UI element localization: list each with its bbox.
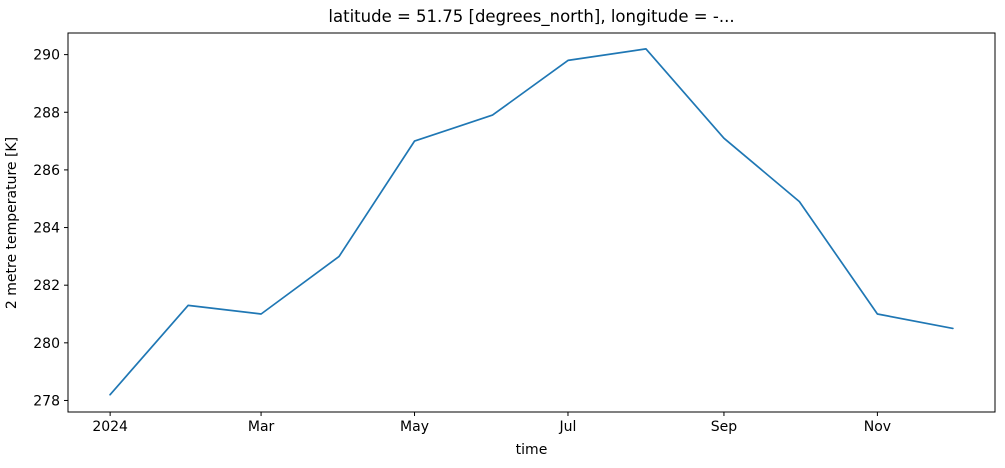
x-tick-label: Sep [711,419,738,435]
x-tick-label: Jul [559,419,577,435]
temperature-line [109,48,954,396]
x-tick-label: Mar [248,419,275,435]
x-tick-label: Nov [864,419,891,435]
chart-title: latitude = 51.75 [degrees_north], longit… [328,7,735,26]
x-tick-label: 2024 [92,419,128,435]
y-tick-label: 290 [33,48,60,64]
axes-frame [67,32,996,413]
y-tick-label: 278 [33,393,60,409]
y-tick-label: 280 [33,336,60,352]
x-axis-label: time [515,442,548,458]
x-tick-label: May [400,419,429,435]
y-tick-label: 284 [33,221,60,237]
y-tick-label: 288 [33,105,60,121]
y-tick-label: 282 [33,278,60,294]
y-tick-label: 286 [33,163,60,179]
